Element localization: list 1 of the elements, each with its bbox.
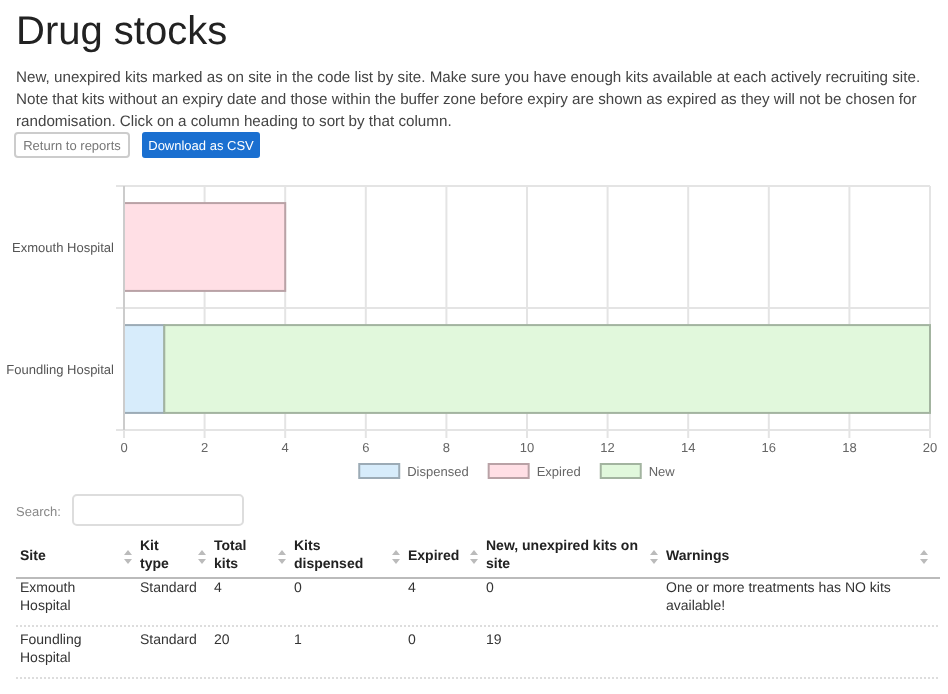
chart-title: Drug stocks (16, 10, 228, 54)
